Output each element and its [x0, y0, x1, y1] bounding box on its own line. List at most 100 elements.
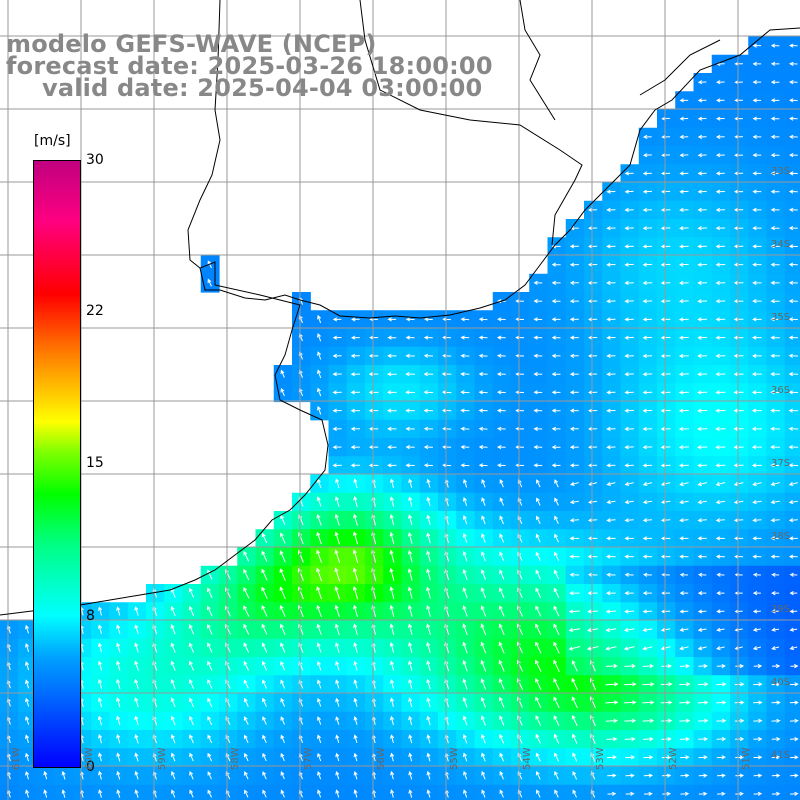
wind-arrow — [624, 390, 634, 395]
wind-arrow — [735, 791, 744, 796]
wind-arrow — [462, 623, 468, 636]
wind-arrow — [642, 244, 653, 249]
wind-arrow — [243, 605, 250, 617]
wind-speed-cell — [730, 784, 749, 800]
wind-arrow — [660, 207, 671, 213]
wind-arrow — [624, 171, 634, 176]
wind-arrow — [623, 646, 635, 651]
wind-arrow — [660, 226, 671, 231]
wind-speed-cell — [383, 784, 403, 800]
wind-arrow — [334, 531, 340, 545]
wind-arrow — [171, 770, 176, 780]
wind-arrow — [462, 734, 468, 744]
wind-arrow — [660, 481, 671, 486]
wind-arrow — [752, 317, 762, 322]
wind-arrow — [624, 335, 634, 340]
wind-arrow — [279, 532, 286, 544]
wind-arrow — [317, 387, 322, 397]
wind-arrow — [770, 463, 781, 468]
wind-arrow — [188, 642, 195, 653]
wind-arrow — [207, 734, 213, 744]
wind-arrow — [426, 550, 431, 562]
wind-arrow — [571, 660, 578, 672]
wind-arrow — [642, 554, 653, 559]
title-valid-date: valid date: 2025-04-04 03:00:00 — [42, 74, 483, 102]
wind-arrow — [334, 585, 340, 600]
wind-arrow — [588, 481, 598, 486]
border-line — [519, 0, 556, 121]
wind-speed-cell — [711, 784, 731, 800]
wind-arrow — [660, 244, 671, 249]
wind-arrow — [751, 444, 762, 450]
wind-arrow — [498, 641, 505, 654]
wind-arrow — [697, 134, 707, 140]
wind-arrow — [170, 642, 176, 653]
wind-arrow — [572, 733, 578, 744]
wind-arrow — [698, 736, 709, 742]
wind-arrow — [624, 445, 634, 450]
wind-arrow — [463, 770, 468, 780]
wind-arrow — [335, 789, 340, 798]
wind-arrow — [716, 590, 725, 596]
wind-arrow — [569, 554, 580, 559]
wind-arrow — [535, 696, 542, 709]
title-model: modelo GEFS-WAVE (NCEP) — [6, 30, 377, 58]
wind-arrow — [497, 317, 506, 322]
wind-arrow — [733, 372, 744, 377]
wind-arrow — [606, 317, 616, 322]
wind-arrow — [332, 463, 342, 468]
wind-arrow — [189, 734, 194, 744]
wind-arrow — [770, 353, 780, 358]
wind-arrow — [335, 734, 340, 744]
wind-arrow — [588, 445, 598, 450]
wind-arrow — [715, 500, 726, 505]
wind-arrow — [389, 513, 395, 526]
wind-arrow — [389, 549, 395, 563]
wind-arrow — [441, 371, 452, 377]
wind-arrow — [261, 586, 268, 599]
wind-arrow — [624, 554, 634, 559]
wind-arrow — [97, 715, 102, 726]
wind-arrow — [426, 641, 431, 654]
wind-speed-cell — [346, 784, 366, 800]
wind-arrow — [662, 773, 672, 778]
wind-arrow — [733, 244, 744, 249]
wind-arrow — [515, 426, 525, 431]
wind-arrow — [98, 752, 103, 762]
wind-arrow — [642, 317, 653, 322]
wind-arrow — [624, 244, 634, 249]
wind-arrow — [134, 715, 139, 726]
wind-arrow — [353, 478, 358, 489]
wind-arrow — [606, 500, 616, 505]
wind-arrow — [515, 463, 525, 468]
wind-speed-cell — [438, 784, 457, 800]
wind-arrow — [772, 663, 781, 669]
wind-arrow — [498, 678, 505, 690]
wind-arrow — [734, 61, 743, 67]
wind-arrow — [642, 718, 655, 723]
wind-arrow — [408, 770, 413, 780]
wind-arrow — [662, 791, 672, 796]
wind-arrow — [243, 734, 249, 744]
wind-arrow — [280, 789, 285, 798]
wind-arrow — [697, 718, 709, 723]
wind-arrow — [335, 716, 340, 725]
wind-arrow — [771, 773, 781, 778]
wind-arrow — [243, 660, 249, 671]
wind-arrow — [481, 752, 486, 762]
wind-arrow — [606, 481, 616, 486]
wind-arrow — [697, 207, 707, 213]
wind-arrow — [678, 445, 689, 450]
wind-arrow — [317, 734, 322, 743]
wind-arrow — [188, 624, 195, 635]
colorbar — [33, 160, 81, 768]
wind-arrow — [460, 335, 470, 340]
wind-arrow — [642, 536, 652, 541]
wind-arrow — [498, 605, 505, 617]
wind-arrow — [535, 623, 542, 636]
wind-arrow — [678, 408, 689, 413]
wind-arrow — [770, 207, 780, 212]
wind-arrow — [660, 700, 673, 705]
wind-arrow — [279, 623, 286, 635]
wind-arrow — [697, 682, 709, 687]
